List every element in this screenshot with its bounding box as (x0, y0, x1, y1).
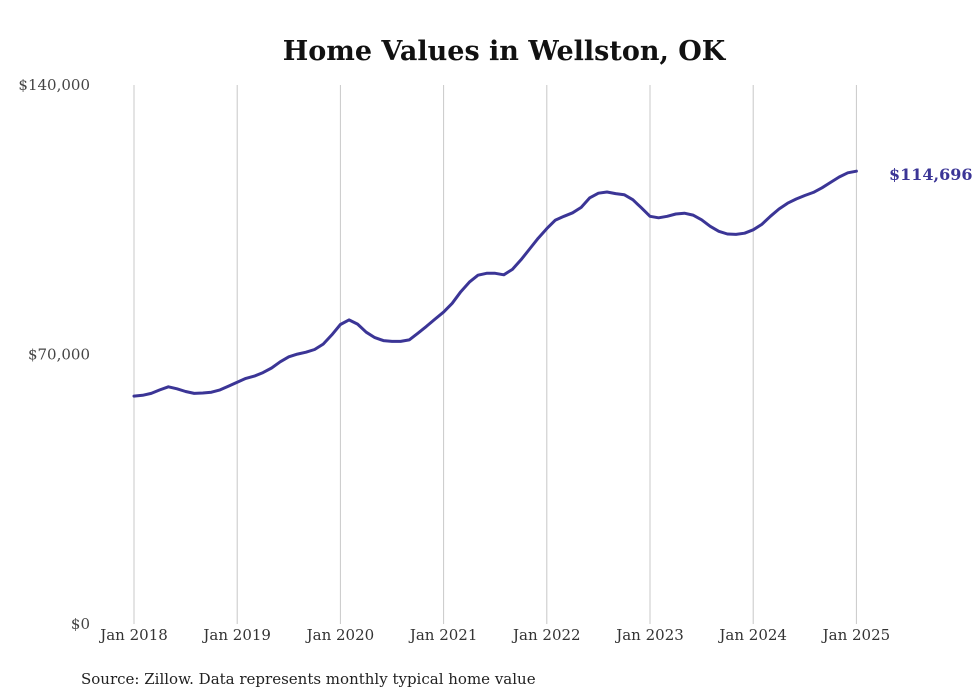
x-tick-label: Jan 2023 (614, 626, 684, 644)
gridlines (133, 85, 857, 624)
end-value-label: $114,696 (889, 165, 973, 184)
x-tick-label: Jan 2025 (821, 626, 891, 644)
x-tick-label: Jan 2018 (98, 626, 168, 644)
y-tick-label: $0 (71, 615, 90, 633)
series-line (132, 169, 858, 398)
series-layer (132, 169, 858, 398)
x-tick-label: Jan 2019 (201, 626, 271, 644)
x-tick-label: Jan 2021 (408, 626, 478, 644)
x-axis: Jan 2018 Jan 2019 Jan 2020 Jan 2021 Jan 2022… (98, 626, 890, 644)
x-tick-label: Jan 2022 (511, 626, 581, 644)
y-tick-label: $140,000 (18, 76, 90, 94)
y-tick-label: $70,000 (28, 346, 90, 364)
chart-title: Home Values in Wellston, OK (283, 36, 727, 67)
x-tick-label: Jan 2020 (305, 626, 375, 644)
x-tick-label: Jan 2024 (717, 626, 787, 644)
source-note: Source: Zillow. Data represents monthly … (81, 670, 536, 688)
y-axis: $0 $70,000 $140,000 (18, 76, 90, 633)
